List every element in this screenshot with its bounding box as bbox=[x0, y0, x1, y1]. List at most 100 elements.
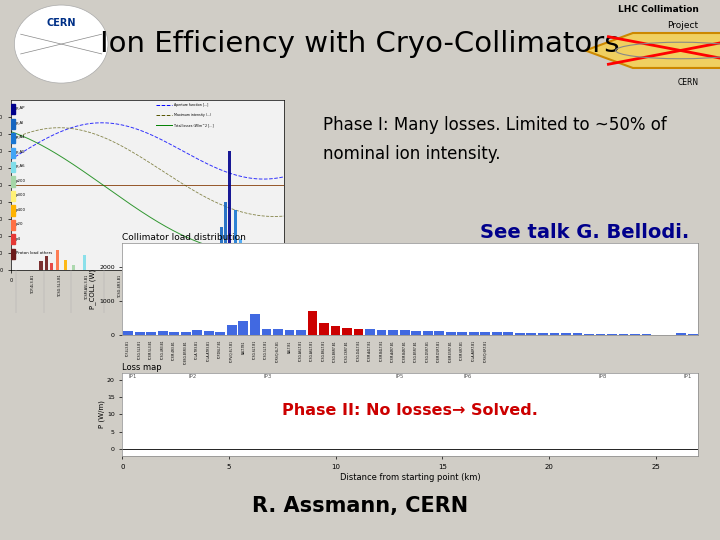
Text: Ion Efficiency with Cryo-Collimators: Ion Efficiency with Cryo-Collimators bbox=[100, 30, 620, 58]
Bar bbox=[233, 211, 237, 270]
Bar bbox=[354, 329, 364, 335]
Text: Total losses (W/m^2 [...]: Total losses (W/m^2 [...] bbox=[174, 124, 214, 127]
Bar bbox=[143, 258, 146, 270]
Text: TCLA.A6R7.B1: TCLA.A6R7.B1 bbox=[472, 341, 476, 362]
Text: See talk G. Bellodi.: See talk G. Bellodi. bbox=[480, 223, 689, 242]
Bar bbox=[319, 323, 329, 335]
Text: TCBSG.B5R3.B1: TCBSG.B5R3.B1 bbox=[184, 341, 188, 364]
Bar bbox=[273, 329, 283, 335]
Text: p_AI: p_AI bbox=[16, 121, 24, 125]
Text: IP1: IP1 bbox=[129, 374, 138, 379]
Bar bbox=[12, 191, 15, 201]
Text: TCSG.C6R7.B1: TCSG.C6R7.B1 bbox=[345, 341, 349, 362]
Bar bbox=[158, 331, 168, 335]
Text: Phase I: Many losses. Limited to ~50% of: Phase I: Many losses. Limited to ~50% of bbox=[323, 117, 666, 134]
Bar bbox=[228, 151, 231, 270]
Text: p200: p200 bbox=[16, 179, 26, 183]
Bar bbox=[135, 332, 145, 335]
Bar bbox=[538, 333, 548, 335]
Bar bbox=[572, 333, 582, 335]
Text: Project: Project bbox=[667, 21, 698, 30]
Bar bbox=[83, 255, 86, 270]
Bar bbox=[40, 261, 42, 270]
Text: TCSM.A4R7.B1: TCSM.A4R7.B1 bbox=[391, 341, 395, 363]
Text: TCBSG.A5R3.B1: TCBSG.A5R3.B1 bbox=[151, 274, 155, 302]
Text: TCPV/Q.6L7.B1: TCPV/Q.6L7.B1 bbox=[230, 341, 234, 363]
Bar bbox=[561, 333, 571, 335]
Text: IP1: IP1 bbox=[683, 374, 692, 379]
Text: p300: p300 bbox=[16, 193, 26, 197]
Text: TCSM.A5L3.B1: TCSM.A5L3.B1 bbox=[86, 274, 89, 300]
Bar bbox=[123, 330, 133, 335]
Bar bbox=[284, 330, 294, 335]
Text: TCBM.E5R7.B1: TCBM.E5R7.B1 bbox=[449, 341, 453, 363]
Bar bbox=[138, 253, 141, 270]
Text: Proton load others: Proton load others bbox=[16, 251, 53, 255]
Bar bbox=[146, 332, 156, 335]
Text: TCSG.D4L7.B1: TCSG.D4L7.B1 bbox=[356, 341, 361, 362]
Bar bbox=[169, 332, 179, 335]
Text: p4: p4 bbox=[16, 237, 21, 240]
Text: TCSM.4R3.B1: TCSM.4R3.B1 bbox=[172, 341, 176, 361]
Text: IP2: IP2 bbox=[189, 374, 197, 379]
Bar bbox=[515, 333, 525, 335]
Text: Collimator load distribution: Collimator load distribution bbox=[122, 233, 246, 242]
Bar bbox=[238, 321, 248, 335]
Text: Aperture function [...]: Aperture function [...] bbox=[174, 103, 208, 107]
Text: TCSG.5L3.B1: TCSG.5L3.B1 bbox=[58, 274, 62, 297]
Bar bbox=[50, 263, 53, 270]
Text: TCP.D6L7.B1: TCP.D6L7.B1 bbox=[218, 341, 222, 360]
Text: TCSG.B5R7.B1: TCSG.B5R7.B1 bbox=[414, 341, 418, 362]
Text: TCSM.5L3.B1: TCSM.5L3.B1 bbox=[149, 341, 153, 360]
Text: TCSM.B4L7.B1: TCSM.B4L7.B1 bbox=[379, 341, 384, 362]
Bar bbox=[12, 249, 15, 259]
Bar bbox=[307, 311, 318, 335]
Bar bbox=[549, 333, 559, 335]
Bar bbox=[72, 265, 76, 270]
Text: IP3: IP3 bbox=[264, 374, 271, 379]
Text: TCRY/Q.6L7.B1: TCRY/Q.6L7.B1 bbox=[276, 341, 280, 363]
Bar bbox=[503, 333, 513, 335]
Bar bbox=[365, 329, 375, 335]
Bar bbox=[411, 330, 421, 335]
Text: p_AP: p_AP bbox=[16, 106, 25, 110]
Text: CERN: CERN bbox=[47, 18, 76, 28]
Bar bbox=[250, 314, 260, 335]
Bar bbox=[12, 147, 15, 158]
Text: p400: p400 bbox=[16, 207, 26, 212]
Text: p_A4: p_A4 bbox=[16, 136, 26, 139]
Text: TCRY/Q.6L7.B1: TCRY/Q.6L7.B1 bbox=[261, 274, 264, 300]
Text: TCLA.7R3.B1: TCLA.7R3.B1 bbox=[195, 341, 199, 360]
Text: R. Assmann, CERN: R. Assmann, CERN bbox=[252, 496, 468, 516]
Bar bbox=[192, 330, 202, 335]
Text: p20: p20 bbox=[16, 222, 24, 226]
Text: TCLA.A7R3.B1: TCLA.A7R3.B1 bbox=[207, 341, 211, 362]
Bar bbox=[377, 330, 387, 335]
Text: TCRY/Q.6R7.B1: TCRY/Q.6R7.B1 bbox=[483, 341, 487, 363]
Bar bbox=[618, 334, 629, 335]
Text: TCSG.5L3.B1: TCSG.5L3.B1 bbox=[138, 341, 142, 360]
Text: p_A5: p_A5 bbox=[16, 150, 25, 154]
Text: nominal ion intensity.: nominal ion intensity. bbox=[323, 145, 500, 163]
Bar bbox=[261, 256, 264, 270]
Y-axis label: P (W/m): P (W/m) bbox=[99, 401, 106, 428]
Bar bbox=[434, 332, 444, 335]
Bar bbox=[12, 119, 15, 129]
Text: TCP.D6L7.B1: TCP.D6L7.B1 bbox=[222, 274, 226, 296]
Bar bbox=[676, 333, 686, 335]
Bar bbox=[220, 227, 223, 270]
Bar bbox=[400, 330, 410, 335]
Bar bbox=[149, 261, 152, 270]
Text: TCSM.A4L7.B1: TCSM.A4L7.B1 bbox=[368, 341, 372, 362]
Bar bbox=[239, 239, 242, 270]
Bar bbox=[181, 332, 191, 335]
Bar bbox=[423, 331, 433, 335]
Bar bbox=[12, 162, 15, 172]
Polygon shape bbox=[585, 33, 720, 68]
Bar bbox=[12, 205, 15, 215]
Bar bbox=[480, 332, 490, 335]
Text: CERN: CERN bbox=[678, 78, 698, 87]
Bar bbox=[204, 332, 214, 335]
Bar bbox=[12, 234, 15, 245]
Ellipse shape bbox=[14, 5, 108, 83]
